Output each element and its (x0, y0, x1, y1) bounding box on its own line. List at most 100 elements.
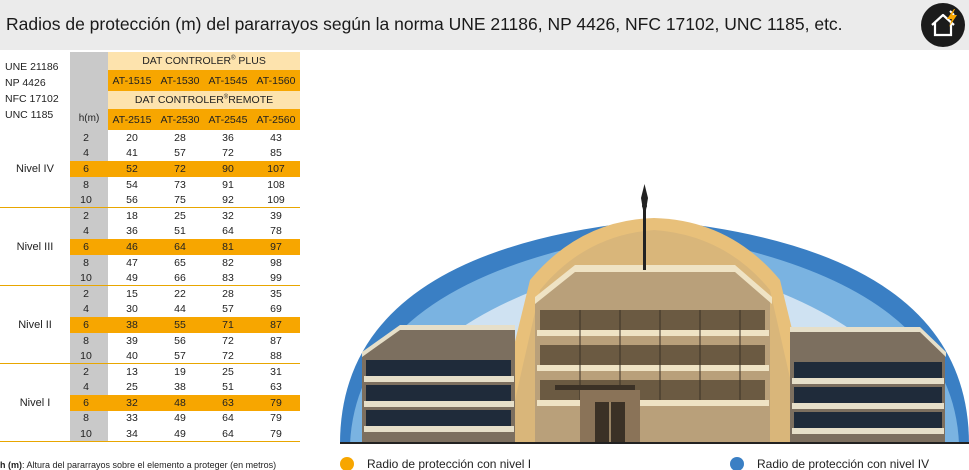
remote-series-header: DAT CONTROLER®REMOTE (108, 91, 301, 109)
height-value: 10 (70, 192, 108, 209)
lightning-rod (641, 184, 648, 270)
height-value: 4 (70, 301, 108, 318)
radius-value: 57 (222, 303, 234, 316)
table-row: Nivel II 2 15 22 28 35 (0, 285, 300, 365)
height-value: 6 (70, 395, 108, 411)
radius-value: 36 (222, 131, 234, 144)
radius-value: 35 (270, 287, 282, 300)
height-value: 4 (70, 379, 108, 396)
nivel-label: Nivel I (0, 363, 70, 443)
radius-value: 71 (204, 317, 252, 333)
radius-value: 90 (204, 161, 252, 177)
norms-cell: UNE 21186 NP 4426 NFC 17102 UNC 1185 (0, 52, 70, 130)
radius-value: 25 (174, 210, 186, 223)
height-value: 8 (70, 176, 108, 193)
table-row: 4 36 51 64 78 (0, 223, 300, 240)
page-header: Radios de protección (m) del pararrayos … (0, 0, 969, 50)
legend-nivel-iv: Radio de protección con nivel IV (730, 457, 929, 470)
height-value: 6 (70, 239, 108, 255)
radius-value: 79 (270, 412, 282, 425)
radius-value: 57 (156, 348, 204, 365)
radius-value: 87 (270, 334, 282, 347)
remote-series-label: DAT CONTROLER (134, 94, 224, 106)
radius-value: 87 (252, 317, 301, 333)
table-row: 4 30 44 57 69 (0, 301, 300, 318)
table-row: 8 33 49 64 79 (0, 410, 300, 427)
radius-value: 75 (156, 192, 204, 209)
radius-value: 43 (270, 131, 282, 144)
radius-value: 15 (126, 287, 138, 300)
radius-value: 32 (222, 210, 234, 223)
legend-nivel-i-label: Radio de protección con nivel I (367, 457, 532, 470)
height-value: 6 (70, 161, 108, 177)
height-value: 8 (70, 254, 108, 271)
radius-value: 19 (174, 365, 186, 378)
footnote-term: h (m) (0, 460, 22, 470)
radius-value: 41 (126, 147, 138, 160)
radius-value: 79 (252, 426, 301, 443)
table-row: 8 54 73 91 108 (0, 176, 300, 193)
radius-value: 64 (222, 412, 234, 425)
model-header: AT-2545 (204, 109, 252, 130)
radius-value: 107 (252, 161, 301, 177)
radius-value: 97 (252, 239, 301, 255)
height-value: 4 (70, 223, 108, 240)
radius-value: 72 (222, 147, 234, 160)
table-row: Nivel I 2 13 19 25 31 (0, 363, 300, 443)
table-row: 8 39 56 72 87 (0, 332, 300, 349)
table-row: 6 46 64 81 97 (0, 239, 301, 255)
radius-value: 83 (204, 270, 252, 287)
radius-value: 28 (174, 131, 186, 144)
ground-line (340, 442, 969, 444)
left-building (362, 325, 515, 444)
height-value: 4 (70, 145, 108, 162)
table-row: 10 56 75 92 109 (0, 192, 301, 209)
norm-label: NP 4426 (5, 77, 46, 89)
radius-value: 72 (156, 161, 204, 177)
building-with-lightning-rod-illustration (340, 184, 969, 444)
nivel-label: Nivel IV (0, 130, 70, 209)
radius-value: 55 (156, 317, 204, 333)
height-value: 2 (70, 207, 108, 224)
radius-value: 81 (204, 239, 252, 255)
plus-series-header: DAT CONTROLER® PLUS (108, 52, 301, 70)
radius-value: 33 (126, 412, 138, 425)
radius-value: 63 (270, 381, 282, 394)
radius-value: 78 (270, 225, 282, 238)
radius-value: 109 (252, 192, 301, 209)
table-row: Nivel III 2 18 25 32 39 (0, 207, 300, 287)
legend-nivel-iv-label: Radio de protección con nivel IV (757, 457, 930, 470)
legend-dot-nivel-iv (730, 457, 744, 470)
radius-value: 72 (222, 334, 234, 347)
radius-value: 22 (174, 287, 186, 300)
radius-value: 98 (270, 256, 282, 269)
radius-value: 52 (108, 161, 156, 177)
height-value: 10 (70, 426, 108, 443)
radius-value: 49 (108, 270, 156, 287)
model-header: AT-1545 (204, 70, 252, 91)
radius-value: 13 (126, 365, 138, 378)
radius-value: 91 (222, 178, 234, 191)
height-column-header: h(m) (70, 52, 108, 130)
registered-mark: ® (223, 94, 229, 101)
height-value: 2 (70, 285, 108, 302)
page-title: Radios de protección (m) del pararrayos … (6, 14, 843, 34)
table-row: Nivel IV 2 20 28 36 43 (0, 130, 300, 209)
height-value: 10 (70, 348, 108, 365)
radius-value: 73 (174, 178, 186, 191)
height-value: 8 (70, 410, 108, 427)
radius-value: 36 (126, 225, 138, 238)
height-value: 10 (70, 270, 108, 287)
norm-label: UNE 21186 (5, 61, 59, 73)
protection-radius-table: UNE 21186 NP 4426 NFC 17102 UNC 1185 h(m… (0, 52, 301, 443)
radius-value: 56 (174, 334, 186, 347)
model-header: AT-2530 (156, 109, 204, 130)
radius-value: 32 (108, 395, 156, 411)
radius-value: 49 (174, 412, 186, 425)
radius-value: 39 (126, 334, 138, 347)
radius-value: 66 (156, 270, 204, 287)
table-row: 6 52 72 90 107 (0, 161, 301, 177)
nivel-label: Nivel II (0, 285, 70, 365)
central-building (535, 265, 772, 444)
radius-value: 31 (270, 365, 282, 378)
